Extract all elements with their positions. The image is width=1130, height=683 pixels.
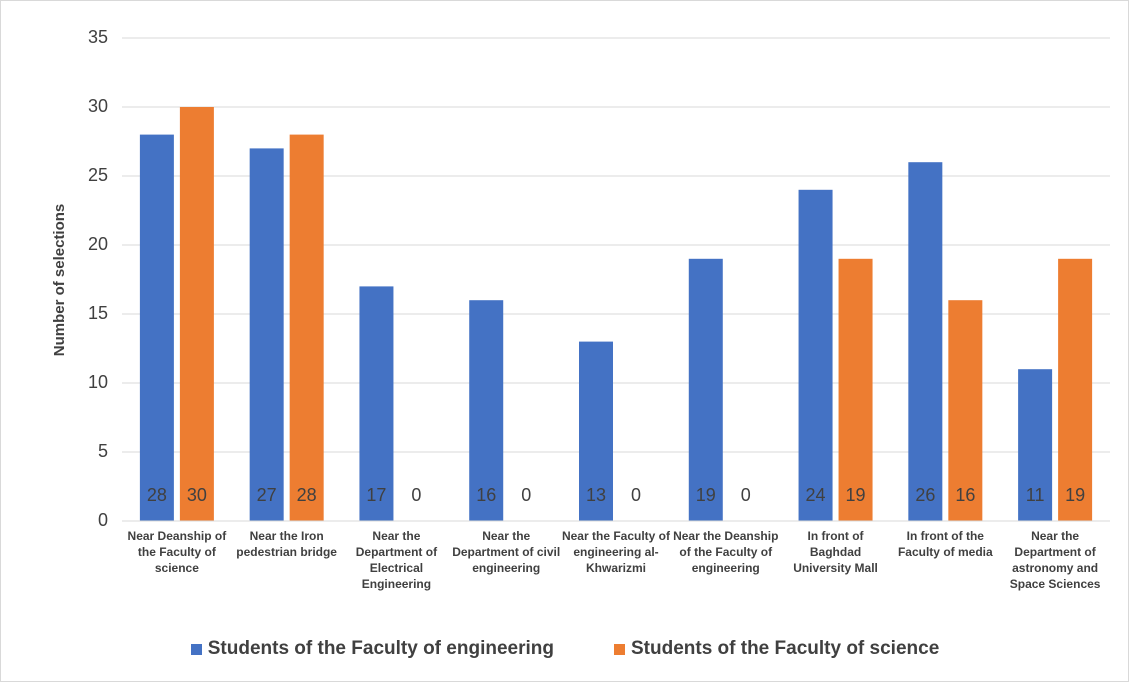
y-tick-label: 10 [88, 372, 108, 392]
y-tick-label: 20 [88, 234, 108, 254]
y-tick-label: 25 [88, 165, 108, 185]
legend-label: Students of the Faculty of engineering [207, 638, 554, 659]
bar [1058, 258, 1093, 521]
bar [908, 162, 943, 521]
data-label: 24 [806, 485, 826, 505]
data-label: 0 [741, 485, 751, 505]
y-axis-title: Number of selections [51, 204, 68, 357]
legend-swatch [190, 643, 202, 655]
legend-swatch [613, 643, 625, 655]
bar [289, 134, 324, 521]
x-tick-label: In front of Baghdad University Mall [793, 529, 878, 575]
data-label: 19 [846, 485, 866, 505]
legend: Students of the Faculty of engineering St… [0, 638, 1130, 660]
y-tick-label: 35 [88, 27, 108, 47]
bar [249, 148, 284, 521]
data-label: 0 [631, 485, 641, 505]
data-label: 11 [1026, 485, 1045, 505]
data-label: 19 [696, 485, 716, 505]
x-tick-label: Near the Faculty of engineering al-Khwar… [561, 529, 670, 575]
y-tick-label: 5 [98, 441, 108, 461]
data-label: 17 [366, 485, 386, 505]
legend-item: Students of the Faculty of science [613, 638, 940, 660]
bar [688, 258, 723, 521]
data-label: 28 [297, 485, 317, 505]
y-tick-label: 30 [88, 96, 108, 116]
x-tick-label: Near the Iron pedestrian bridge [236, 529, 337, 559]
x-tick-label: Near the Department of astronomy and Spa… [1009, 529, 1101, 591]
legend-item: Students of the Faculty of engineering [190, 638, 554, 660]
bar [838, 258, 873, 521]
bar [948, 300, 983, 521]
x-tick-label: Near the Department of Electrical Engine… [355, 529, 438, 591]
data-label: 0 [411, 485, 421, 505]
bar [359, 286, 394, 521]
y-tick-label: 15 [88, 303, 108, 323]
data-label: 16 [476, 485, 496, 505]
bar [469, 300, 504, 521]
bar [798, 189, 833, 522]
data-label: 19 [1065, 485, 1085, 505]
data-label: 0 [521, 485, 531, 505]
y-tick-label: 0 [98, 510, 108, 530]
x-tick-label: Near Deanship of the Faculty of science [127, 529, 227, 575]
bar [579, 341, 613, 521]
legend-label: Students of the Faculty of science [630, 638, 940, 659]
bar [1018, 369, 1053, 521]
data-label: 13 [586, 485, 606, 505]
x-tick-label: Near the Deanship of the Faculty of engi… [673, 529, 779, 575]
x-tick-label: In front of the Faculty of media [897, 529, 993, 559]
data-label: 26 [915, 485, 935, 505]
bar [179, 107, 214, 521]
data-label: 16 [955, 485, 975, 505]
data-label: 30 [187, 485, 207, 505]
x-tick-label: Near the Department of civil engineering [452, 529, 561, 575]
bar [139, 134, 174, 521]
data-label: 27 [257, 485, 277, 505]
data-label: 28 [147, 485, 167, 505]
